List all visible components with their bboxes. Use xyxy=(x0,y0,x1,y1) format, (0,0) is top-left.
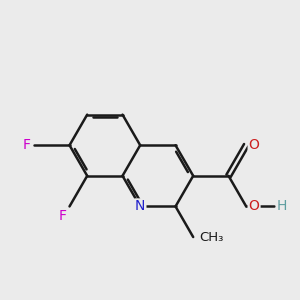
Text: N: N xyxy=(135,200,146,213)
Text: CH₃: CH₃ xyxy=(200,230,224,244)
Text: F: F xyxy=(22,138,30,152)
Text: O: O xyxy=(249,138,260,152)
Text: H: H xyxy=(277,200,287,213)
Text: O: O xyxy=(249,200,260,213)
Text: F: F xyxy=(59,209,67,223)
